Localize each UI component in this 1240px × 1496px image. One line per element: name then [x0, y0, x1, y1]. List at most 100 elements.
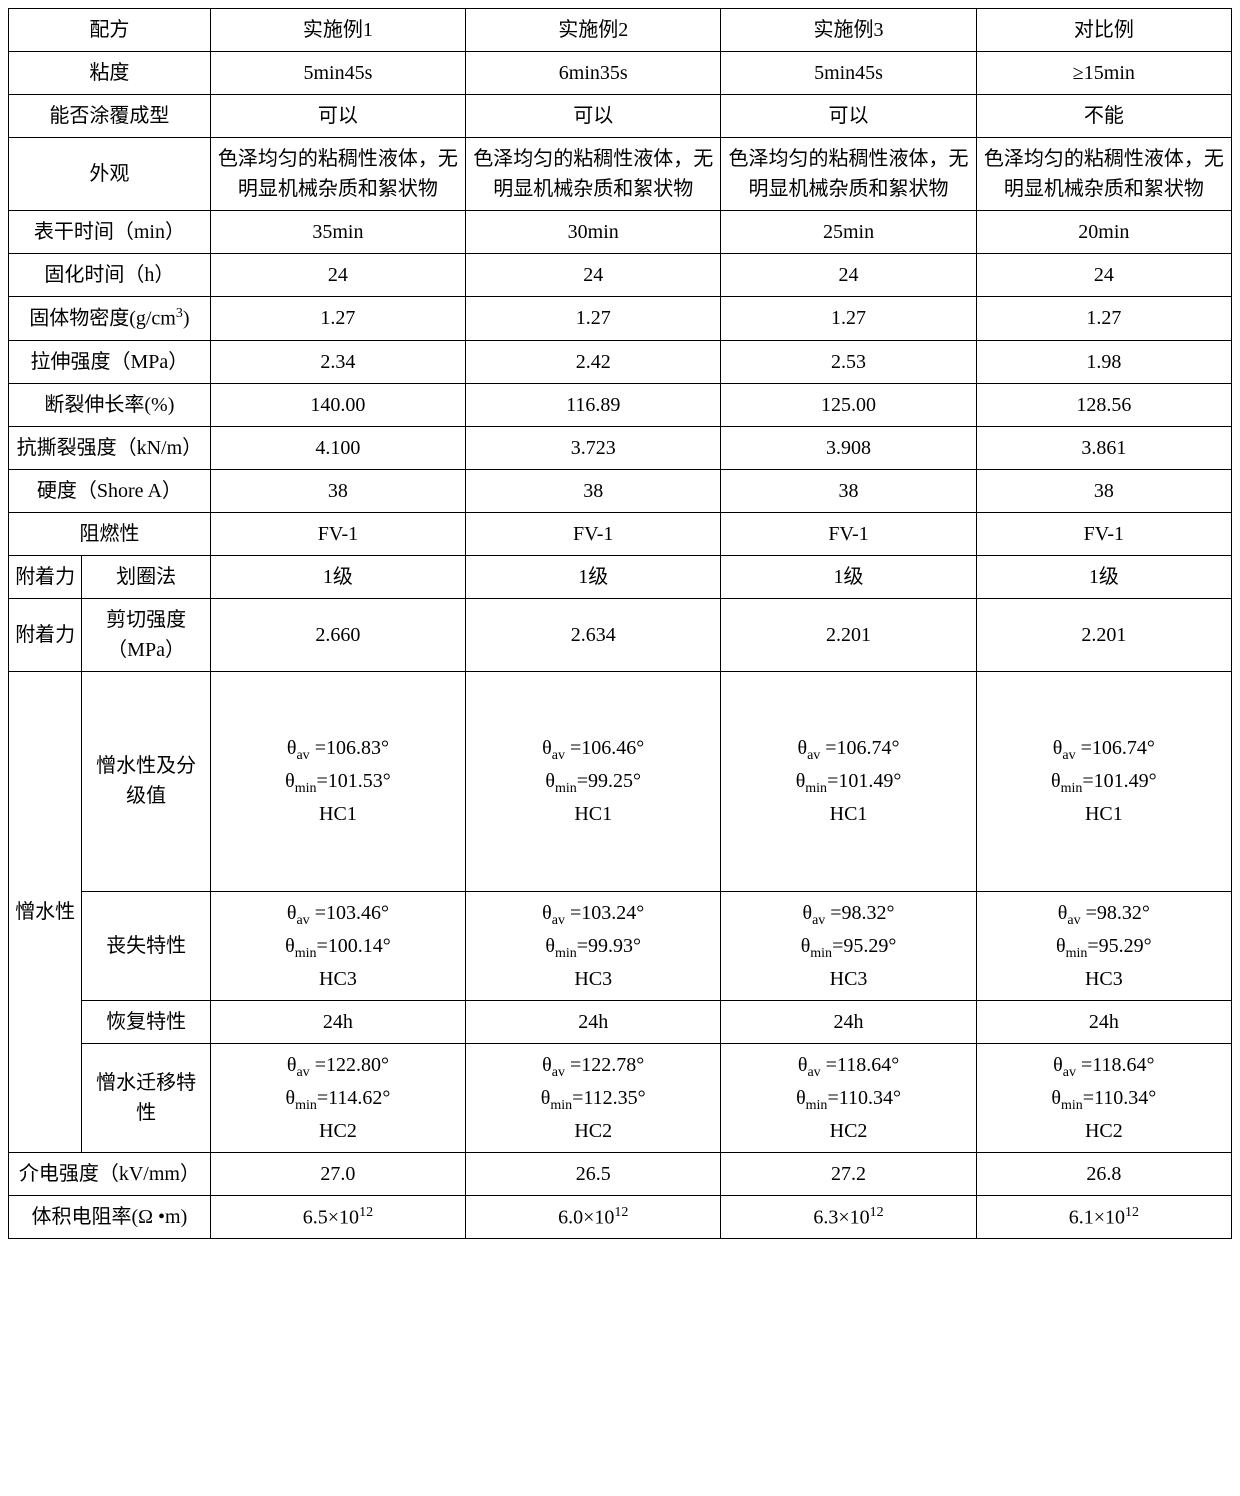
cell: 24: [210, 254, 465, 297]
cell: 5min45s: [721, 52, 976, 95]
cell: 可以: [466, 95, 721, 138]
cell: ≥15min: [976, 52, 1231, 95]
cell: θav =122.78°θmin=112.35°HC2: [466, 1043, 721, 1152]
cell: 6.1×1012: [976, 1195, 1231, 1239]
cell: FV-1: [976, 512, 1231, 555]
cell: 2.634: [466, 598, 721, 671]
cell: 1.27: [721, 297, 976, 341]
cell: 24h: [210, 1000, 465, 1043]
label: 介电强度（kV/mm）: [9, 1152, 211, 1195]
cell: 1.27: [210, 297, 465, 341]
cell: FV-1: [721, 512, 976, 555]
cell: 2.42: [466, 340, 721, 383]
cell: FV-1: [210, 512, 465, 555]
cell: 色泽均匀的粘稠性液体，无明显机械杂质和絮状物: [466, 138, 721, 211]
cell: 4.100: [210, 426, 465, 469]
header-formula: 配方: [9, 9, 211, 52]
cell: 色泽均匀的粘稠性液体，无明显机械杂质和絮状物: [210, 138, 465, 211]
sub-label: 剪切强度（MPa）: [82, 598, 210, 671]
cell: 不能: [976, 95, 1231, 138]
cell: θav =103.24°θmin=99.93°HC3: [466, 891, 721, 1000]
row-dielectric: 介电强度（kV/mm） 27.0 26.5 27.2 26.8: [9, 1152, 1232, 1195]
row-adhesion-shear: 附着力 剪切强度（MPa） 2.660 2.634 2.201 2.201: [9, 598, 1232, 671]
label: 外观: [9, 138, 211, 211]
cell: θav =98.32°θmin=95.29°HC3: [976, 891, 1231, 1000]
row-adhesion-circle: 附着力 划圈法 1级 1级 1级 1级: [9, 555, 1232, 598]
cell: 25min: [721, 211, 976, 254]
cell: 140.00: [210, 383, 465, 426]
cell: 24h: [466, 1000, 721, 1043]
row-hydro-grade: 憎水性 憎水性及分级值 θav =106.83°θmin=101.53°HC1 …: [9, 671, 1232, 891]
cell: 24: [466, 254, 721, 297]
row-appearance: 外观 色泽均匀的粘稠性液体，无明显机械杂质和絮状物 色泽均匀的粘稠性液体，无明显…: [9, 138, 1232, 211]
row-volres: 体积电阻率(Ω •m) 6.5×1012 6.0×1012 6.3×1012 6…: [9, 1195, 1232, 1239]
cell: 2.34: [210, 340, 465, 383]
cell: 1级: [976, 555, 1231, 598]
row-hydro-migrate: 憎水迁移特性 θav =122.80°θmin=114.62°HC2 θav =…: [9, 1043, 1232, 1152]
cell: 26.5: [466, 1152, 721, 1195]
cell: θav =106.74°θmin=101.49°HC1: [976, 671, 1231, 891]
cell: θav =122.80°θmin=114.62°HC2: [210, 1043, 465, 1152]
cell: 27.2: [721, 1152, 976, 1195]
sub-label: 憎水迁移特性: [82, 1043, 210, 1152]
label: 固体物密度(g/cm3): [9, 297, 211, 341]
cell: 116.89: [466, 383, 721, 426]
cell: 125.00: [721, 383, 976, 426]
row-elongation: 断裂伸长率(%) 140.00 116.89 125.00 128.56: [9, 383, 1232, 426]
cell: 35min: [210, 211, 465, 254]
cell: 2.201: [721, 598, 976, 671]
label: 断裂伸长率(%): [9, 383, 211, 426]
cell: 30min: [466, 211, 721, 254]
cell: 1.27: [466, 297, 721, 341]
cell: θav =103.46°θmin=100.14°HC3: [210, 891, 465, 1000]
sub-label: 划圈法: [82, 555, 210, 598]
cell: 3.861: [976, 426, 1231, 469]
sub-label: 丧失特性: [82, 891, 210, 1000]
cell: 2.201: [976, 598, 1231, 671]
label: 表干时间（min）: [9, 211, 211, 254]
label: 抗撕裂强度（kN/m）: [9, 426, 211, 469]
cell: 1.98: [976, 340, 1231, 383]
row-hardness: 硬度（Shore A） 38 38 38 38: [9, 469, 1232, 512]
cell: 128.56: [976, 383, 1231, 426]
cell: 38: [210, 469, 465, 512]
cell: 1级: [210, 555, 465, 598]
cell: 24h: [721, 1000, 976, 1043]
cell: 6.3×1012: [721, 1195, 976, 1239]
cell: 27.0: [210, 1152, 465, 1195]
cell: 24h: [976, 1000, 1231, 1043]
row-tear: 抗撕裂强度（kN/m） 4.100 3.723 3.908 3.861: [9, 426, 1232, 469]
row-tensile: 拉伸强度（MPa） 2.34 2.42 2.53 1.98: [9, 340, 1232, 383]
cell: 可以: [721, 95, 976, 138]
row-viscosity: 粘度 5min45s 6min35s 5min45s ≥15min: [9, 52, 1232, 95]
cell: θav =106.83°θmin=101.53°HC1: [210, 671, 465, 891]
header-ex2: 实施例2: [466, 9, 721, 52]
cell: 色泽均匀的粘稠性液体，无明显机械杂质和絮状物: [721, 138, 976, 211]
row-hydro-loss: 丧失特性 θav =103.46°θmin=100.14°HC3 θav =10…: [9, 891, 1232, 1000]
label: 粘度: [9, 52, 211, 95]
cell: 38: [466, 469, 721, 512]
properties-table: 配方 实施例1 实施例2 实施例3 对比例 粘度 5min45s 6min35s…: [8, 8, 1232, 1239]
row-coatable: 能否涂覆成型 可以 可以 可以 不能: [9, 95, 1232, 138]
cell: 6.0×1012: [466, 1195, 721, 1239]
cell: 6.5×1012: [210, 1195, 465, 1239]
cell: 1级: [466, 555, 721, 598]
cell: 24: [976, 254, 1231, 297]
cell: 可以: [210, 95, 465, 138]
cell: 5min45s: [210, 52, 465, 95]
header-ex1: 实施例1: [210, 9, 465, 52]
cell: θav =118.64°θmin=110.34°HC2: [721, 1043, 976, 1152]
row-tackfree: 表干时间（min） 35min 30min 25min 20min: [9, 211, 1232, 254]
cell: 3.908: [721, 426, 976, 469]
sub-label: 恢复特性: [82, 1000, 210, 1043]
cell: 24: [721, 254, 976, 297]
table-header-row: 配方 实施例1 实施例2 实施例3 对比例: [9, 9, 1232, 52]
cell: 2.660: [210, 598, 465, 671]
label: 拉伸强度（MPa）: [9, 340, 211, 383]
label: 阻燃性: [9, 512, 211, 555]
label: 硬度（Shore A）: [9, 469, 211, 512]
cell: 26.8: [976, 1152, 1231, 1195]
row-density: 固体物密度(g/cm3) 1.27 1.27 1.27 1.27: [9, 297, 1232, 341]
row-flame: 阻燃性 FV-1 FV-1 FV-1 FV-1: [9, 512, 1232, 555]
cell: θav =106.74°θmin=101.49°HC1: [721, 671, 976, 891]
